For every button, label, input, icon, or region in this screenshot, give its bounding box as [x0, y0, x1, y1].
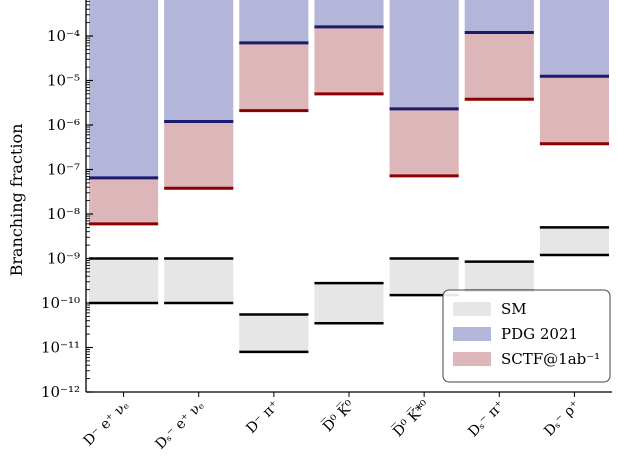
category-label: D̅⁰ K̅*⁰ [388, 395, 433, 440]
y-tick-label: 10⁻⁴ [47, 27, 80, 45]
y-tick-label: 10⁻¹² [41, 383, 80, 401]
y-tick-label: 10⁻⁷ [47, 161, 80, 179]
legend: SM PDG 2021 SCTF@1ab⁻¹ [442, 289, 611, 383]
sm-bar [314, 283, 384, 324]
sm-bar [539, 227, 609, 255]
sm-bar [389, 258, 459, 296]
legend-label: PDG 2021 [501, 325, 578, 343]
legend-label: SCTF@1ab⁻¹ [501, 350, 600, 368]
pdg-bar [464, 0, 534, 33]
sm-bar [89, 258, 159, 303]
sctf-bar [464, 32, 534, 100]
y-tick-label: 10⁻⁸ [47, 205, 80, 223]
y-tick-label: 10⁻⁶ [47, 116, 80, 134]
pdg-bar [389, 0, 459, 109]
sctf-bar [239, 42, 309, 111]
sm-bar [464, 261, 534, 291]
bars-layer [89, 0, 609, 354]
category-label: Dₛ⁻ ρ⁺ [541, 398, 583, 440]
sctf-bar [164, 121, 234, 189]
category-label: D⁻ π⁺ [243, 398, 282, 437]
pdg-bar [314, 0, 384, 27]
y-tick-label: 10⁻⁹ [47, 250, 80, 268]
sctf-bar [89, 177, 159, 224]
sm-bar [239, 314, 309, 352]
y-axis-label: Branching fraction [7, 124, 26, 277]
y-tick-label: 10⁻⁵ [47, 72, 80, 90]
sm-bar [164, 258, 234, 303]
legend-label: SM [501, 300, 527, 318]
sctf-bar [539, 76, 609, 144]
pdg-bar [89, 0, 159, 178]
category-label: D̅⁰ K̅⁰ [318, 395, 358, 435]
sctf-bar [314, 26, 384, 94]
pdg-bar [539, 0, 609, 77]
legend-swatch [453, 327, 491, 341]
y-tick-label: 10⁻¹¹ [41, 339, 80, 357]
pdg-bar [164, 0, 234, 122]
legend-swatch [453, 352, 491, 366]
legend-swatch [453, 302, 491, 316]
category-label: D⁻ e⁺ νₑ [81, 398, 133, 450]
sctf-bar [389, 108, 459, 176]
y-tick-label: 10⁻¹⁰ [41, 294, 80, 312]
category-label: Dₛ⁻ e⁺ νₑ [152, 398, 207, 453]
category-label: Dₛ⁻ π⁺ [465, 398, 508, 441]
pdg-bar [239, 0, 309, 43]
